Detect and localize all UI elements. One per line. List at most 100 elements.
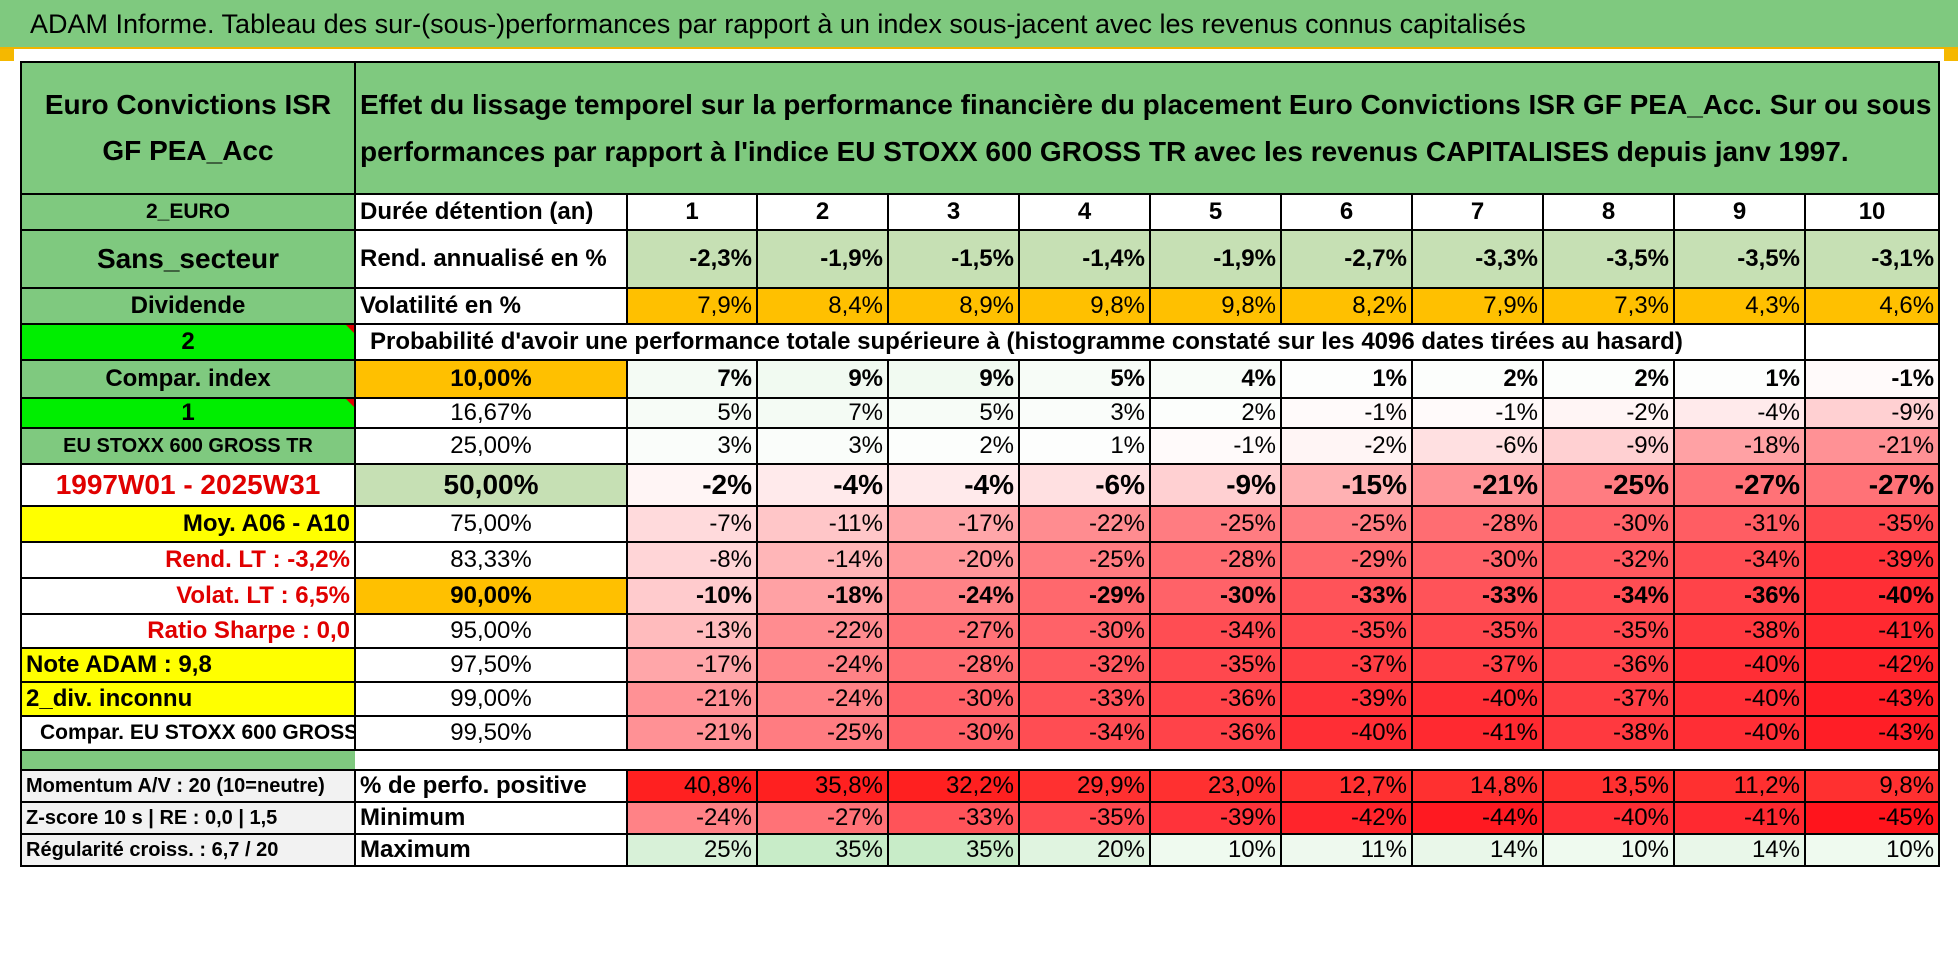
sector-cell: Sans_secteur	[20, 229, 356, 289]
sharpe-cell: Ratio Sharpe : 0,0	[20, 613, 356, 649]
fund-name-cell: Euro Convictions ISR GF PEA_Acc	[20, 61, 356, 195]
quantile-cell-2: 16,67%	[354, 397, 628, 429]
volat-lt-cell: Volat. LT : 6,5%	[20, 577, 356, 615]
proba-value-r5-c6: -25%	[1280, 505, 1413, 543]
proba-value-r2-c3: 5%	[887, 397, 1020, 429]
rend-value-5: -1,9%	[1149, 229, 1282, 289]
rend-value-3: -1,5%	[887, 229, 1020, 289]
max-value-6: 11%	[1280, 833, 1413, 867]
pos-value-1: 40,8%	[626, 769, 758, 803]
currency-cell: 2_EURO	[20, 193, 356, 231]
note-adam-cell: Note ADAM : 9,8	[20, 647, 356, 683]
rend-value-6: -2,7%	[1280, 229, 1413, 289]
proba-value-r4-c2: -4%	[756, 463, 889, 507]
proba-value-r10-c5: -36%	[1149, 681, 1282, 717]
proba-value-r7-c2: -18%	[756, 577, 889, 615]
proba-value-r9-c3: -28%	[887, 647, 1020, 683]
proba-value-r5-c4: -22%	[1018, 505, 1151, 543]
proba-value-r7-c3: -24%	[887, 577, 1020, 615]
description-cell: Effet du lissage temporel sur la perform…	[353, 61, 1941, 195]
selector-cell-1[interactable]: 1	[20, 397, 356, 429]
max-value-5: 10%	[1149, 833, 1282, 867]
performance-table-container: Euro Convictions ISR GF PEA_Acc Effet du…	[20, 61, 1941, 961]
pos-value-7: 14,8%	[1411, 769, 1544, 803]
selector-cell-2[interactable]: 2	[20, 323, 356, 361]
proba-value-r11-c3: -30%	[887, 715, 1020, 751]
year-header-2: 2	[756, 193, 889, 231]
proba-value-r2-c9: -4%	[1673, 397, 1806, 429]
proba-value-r7-c7: -33%	[1411, 577, 1544, 615]
quantile-cell-10: 99,00%	[354, 681, 628, 717]
min-value-7: -44%	[1411, 801, 1544, 835]
corner-marker-right	[1944, 49, 1958, 61]
year-header-10: 10	[1803, 193, 1941, 231]
proba-value-r4-c10: -27%	[1803, 463, 1941, 507]
proba-value-r6-c4: -25%	[1018, 541, 1151, 579]
moy-cell: Moy. A06 - A10	[20, 505, 356, 543]
proba-value-r3-c3: 2%	[887, 427, 1020, 465]
proba-value-r10-c6: -39%	[1280, 681, 1413, 717]
proba-value-r9-c10: -42%	[1803, 647, 1941, 683]
proba-value-r7-c5: -30%	[1149, 577, 1282, 615]
proba-value-r7-c8: -34%	[1542, 577, 1675, 615]
proba-value-r11-c6: -40%	[1280, 715, 1413, 751]
proba-value-r4-c7: -21%	[1411, 463, 1544, 507]
proba-value-r8-c2: -22%	[756, 613, 889, 649]
proba-value-r10-c9: -40%	[1673, 681, 1806, 717]
proba-value-r7-c9: -36%	[1673, 577, 1806, 615]
proba-value-r1-c4: 5%	[1018, 359, 1151, 399]
volat-value-3: 8,9%	[887, 287, 1020, 325]
proba-value-r4-c5: -9%	[1149, 463, 1282, 507]
pos-value-2: 35,8%	[756, 769, 889, 803]
max-value-9: 14%	[1673, 833, 1806, 867]
proba-value-r11-c1: -21%	[626, 715, 758, 751]
proba-value-r11-c2: -25%	[756, 715, 889, 751]
proba-value-r7-c1: -10%	[626, 577, 758, 615]
volat-value-5: 9,8%	[1149, 287, 1282, 325]
proba-value-r8-c3: -27%	[887, 613, 1020, 649]
max-value-3: 35%	[887, 833, 1020, 867]
pos-value-6: 12,7%	[1280, 769, 1413, 803]
max-value-10: 10%	[1803, 833, 1941, 867]
year-header-8: 8	[1542, 193, 1675, 231]
report-banner-title: ADAM Informe. Tableau des sur-(sous-)per…	[0, 0, 1958, 49]
year-header-1: 1	[626, 193, 758, 231]
volat-value-9: 4,3%	[1673, 287, 1806, 325]
proba-value-r5-c7: -28%	[1411, 505, 1544, 543]
rend-value-4: -1,4%	[1018, 229, 1151, 289]
proba-value-r7-c4: -29%	[1018, 577, 1151, 615]
rend-value-9: -3,5%	[1673, 229, 1806, 289]
proba-value-r11-c9: -40%	[1673, 715, 1806, 751]
proba-value-r9-c7: -37%	[1411, 647, 1544, 683]
proba-value-r9-c4: -32%	[1018, 647, 1151, 683]
proba-value-r5-c9: -31%	[1673, 505, 1806, 543]
proba-value-r9-c5: -35%	[1149, 647, 1282, 683]
proba-value-r2-c10: -9%	[1803, 397, 1941, 429]
min-value-3: -33%	[887, 801, 1020, 835]
proba-value-r11-c5: -36%	[1149, 715, 1282, 751]
proba-value-r3-c8: -9%	[1542, 427, 1675, 465]
pos-value-9: 11,2%	[1673, 769, 1806, 803]
pos-value-10: 9,8%	[1803, 769, 1941, 803]
proba-value-r3-c9: -18%	[1673, 427, 1806, 465]
proba-value-r4-c9: -27%	[1673, 463, 1806, 507]
max-value-2: 35%	[756, 833, 889, 867]
max-value-1: 25%	[626, 833, 758, 867]
proba-value-r5-c5: -25%	[1149, 505, 1282, 543]
rend-value-7: -3,3%	[1411, 229, 1544, 289]
min-value-10: -45%	[1803, 801, 1941, 835]
proba-value-r9-c8: -36%	[1542, 647, 1675, 683]
proba-value-r4-c6: -15%	[1280, 463, 1413, 507]
proba-value-r1-c9: 1%	[1673, 359, 1806, 399]
max-value-7: 14%	[1411, 833, 1544, 867]
volat-value-7: 7,9%	[1411, 287, 1544, 325]
pos-value-3: 32,2%	[887, 769, 1020, 803]
index-name-cell: EU STOXX 600 GROSS TR	[20, 427, 356, 465]
quantile-cell-9: 97,50%	[354, 647, 628, 683]
proba-value-r2-c7: -1%	[1411, 397, 1544, 429]
dividend-cell: Dividende	[20, 287, 356, 325]
volat-value-8: 7,3%	[1542, 287, 1675, 325]
proba-value-r3-c10: -21%	[1803, 427, 1941, 465]
probability-label: Probabilité d'avoir une performance tota…	[354, 323, 1806, 361]
volat-value-1: 7,9%	[626, 287, 758, 325]
